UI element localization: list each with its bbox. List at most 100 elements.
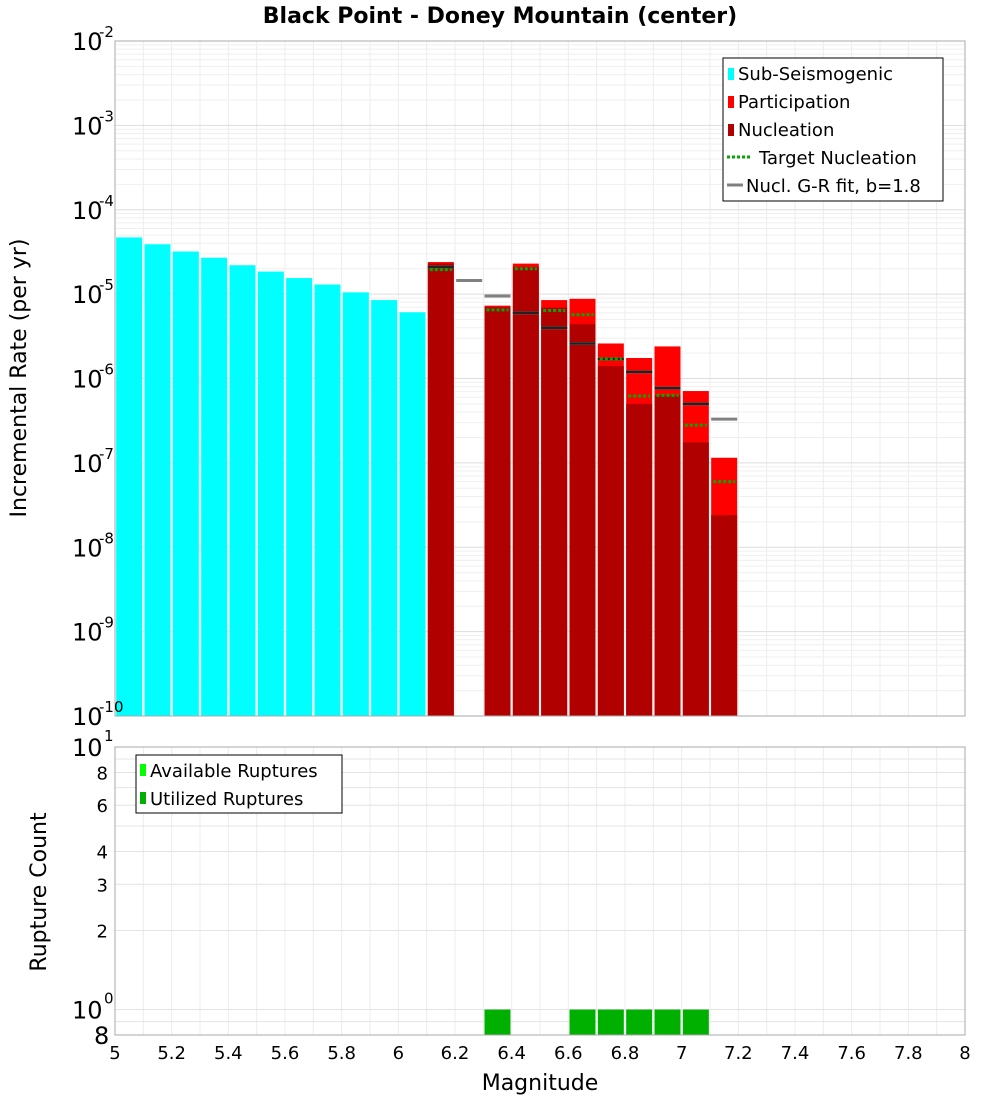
x-tick-label: 7 [676, 1043, 687, 1064]
bottom-y-tick-exponent: 1 [104, 727, 114, 745]
legend-label-utilized-ruptures: Utilized Ruptures [150, 789, 303, 810]
bottom-y-tick-label: 10 [72, 734, 103, 762]
top-y-tick-label: 10 [72, 197, 103, 225]
x-tick-label: 5.4 [214, 1043, 243, 1064]
legend-swatch-sub-seismogenic [728, 68, 734, 80]
x-tick-label: 5.6 [271, 1043, 300, 1064]
bottom-y-tick-exponent: 0 [104, 990, 114, 1008]
top-y-tick-label: 10 [72, 703, 103, 731]
top-y-tick-label: 10 [72, 112, 103, 140]
legend-label-target-nucleation: Target Nucleation [758, 148, 917, 169]
sub-seismogenic-bar [116, 237, 143, 716]
bottom-y-tick-label: 3 [97, 875, 108, 896]
x-tick-label: 8 [959, 1043, 970, 1064]
top-y-tick-exponent: -4 [99, 192, 114, 210]
top-y-tick-exponent: -8 [99, 529, 114, 547]
top-y-tick-exponent: -3 [99, 107, 114, 125]
nucleation-bar [626, 403, 653, 716]
bottom-y-tick-label: 2 [97, 922, 108, 943]
x-tick-label: 6.6 [554, 1043, 583, 1064]
legend-swatch-utilized-ruptures [140, 792, 146, 804]
chart-title: Black Point - Doney Mountain (center) [263, 4, 737, 29]
x-tick-label: 5.8 [327, 1043, 356, 1064]
top-y-tick-exponent: -7 [99, 445, 114, 463]
nucleation-bar [682, 442, 709, 716]
top-legend: Sub-Seismogenic Participation Nucleation… [722, 57, 944, 202]
bottom-legend: Available Ruptures Utilized Ruptures [135, 754, 343, 814]
x-tick-label: 7.8 [894, 1043, 923, 1064]
top-y-tick-label: 10 [72, 366, 103, 394]
bottom-y-tick-label: 8 [94, 1022, 109, 1050]
sub-seismogenic-bar [144, 244, 171, 717]
bottom-y-tick-label: 8 [97, 763, 108, 784]
utilized-ruptures-bar [569, 1009, 596, 1035]
utilized-ruptures-bar [654, 1009, 681, 1035]
x-axis-label: Magnitude [482, 1071, 599, 1096]
x-tick-label: 6.4 [497, 1043, 526, 1064]
x-tick-label: 5 [109, 1043, 120, 1064]
legend-label-participation: Participation [738, 92, 850, 113]
x-tick-label: 7.2 [724, 1043, 753, 1064]
x-tick-label: 5.2 [157, 1043, 186, 1064]
bottom-legend-box [135, 754, 343, 814]
x-tick-label: 7.6 [837, 1043, 866, 1064]
nucleation-bar [484, 307, 511, 716]
sub-seismogenic-bar [257, 271, 284, 716]
legend-label-available-ruptures: Available Ruptures [150, 761, 318, 782]
top-y-tick-label: 10 [72, 450, 103, 478]
sub-seismogenic-bar [286, 278, 313, 716]
nucleation-bar [711, 515, 738, 716]
legend-label-gr-fit: Nucl. G-R fit, b=1.8 [746, 176, 921, 197]
utilized-ruptures-bar [597, 1009, 624, 1035]
x-tick-label: 6 [393, 1043, 404, 1064]
sub-seismogenic-bar [314, 284, 341, 716]
top-plot: 10-210-310-410-510-610-710-810-910-10 In… [7, 23, 966, 731]
top-legend-box [722, 57, 944, 202]
x-ticks: 5 5.2 5.4 5.6 5.8 6 6.2 6.4 6.6 6.8 7 7.2 7.4 7.6 7.8 8 [109, 1043, 970, 1064]
top-y-ticks: 10-210-310-410-510-610-710-810-910-10 [72, 23, 124, 731]
nucleation-bar [541, 307, 568, 716]
top-bars [116, 237, 738, 717]
legend-swatch-participation [728, 96, 734, 108]
sub-seismogenic-bar [201, 257, 228, 716]
bottom-plot-frame [114, 746, 966, 1036]
sub-seismogenic-bar [342, 292, 369, 716]
top-y-tick-exponent: -5 [99, 276, 114, 294]
bottom-y-tick-label: 10 [72, 997, 103, 1025]
nucleation-bar [569, 324, 596, 716]
top-y-tick-exponent: -10 [99, 698, 124, 716]
sub-seismogenic-bar [371, 300, 398, 716]
utilized-ruptures-bar [626, 1009, 653, 1035]
nucleation-bar [512, 266, 539, 716]
top-y-tick-label: 10 [72, 534, 103, 562]
top-y-tick-label: 10 [72, 28, 103, 56]
legend-label-nucleation: Nucleation [738, 120, 834, 141]
top-y-tick-label: 10 [72, 619, 103, 647]
bottom-y-axis-label: Rupture Count [27, 812, 52, 972]
nucleation-bar [597, 366, 624, 716]
top-grid [114, 41, 966, 717]
sub-seismogenic-bar [399, 312, 426, 716]
top-y-tick-exponent: -6 [99, 361, 114, 379]
legend-label-sub-seismogenic: Sub-Seismogenic [738, 64, 893, 85]
top-y-axis-label: Incremental Rate (per yr) [7, 239, 32, 518]
legend-swatch-nucleation [728, 124, 734, 136]
x-tick-label: 6.8 [611, 1043, 640, 1064]
bottom-y-tick-label: 4 [97, 842, 108, 863]
x-tick-label: 7.4 [781, 1043, 810, 1064]
top-plot-frame [114, 40, 966, 717]
x-tick-label: 6.2 [441, 1043, 470, 1064]
sub-seismogenic-bar [172, 251, 199, 716]
legend-swatch-available-ruptures [140, 764, 146, 776]
top-y-tick-exponent: -2 [99, 23, 114, 41]
utilized-ruptures-bar [682, 1009, 709, 1035]
bottom-y-tick-label: 6 [97, 796, 108, 817]
nucleation-bar [654, 395, 681, 716]
top-y-tick-exponent: -9 [99, 614, 114, 632]
nucleation-bar [427, 263, 454, 716]
top-y-tick-label: 10 [72, 281, 103, 309]
utilized-ruptures-bar [484, 1009, 511, 1035]
